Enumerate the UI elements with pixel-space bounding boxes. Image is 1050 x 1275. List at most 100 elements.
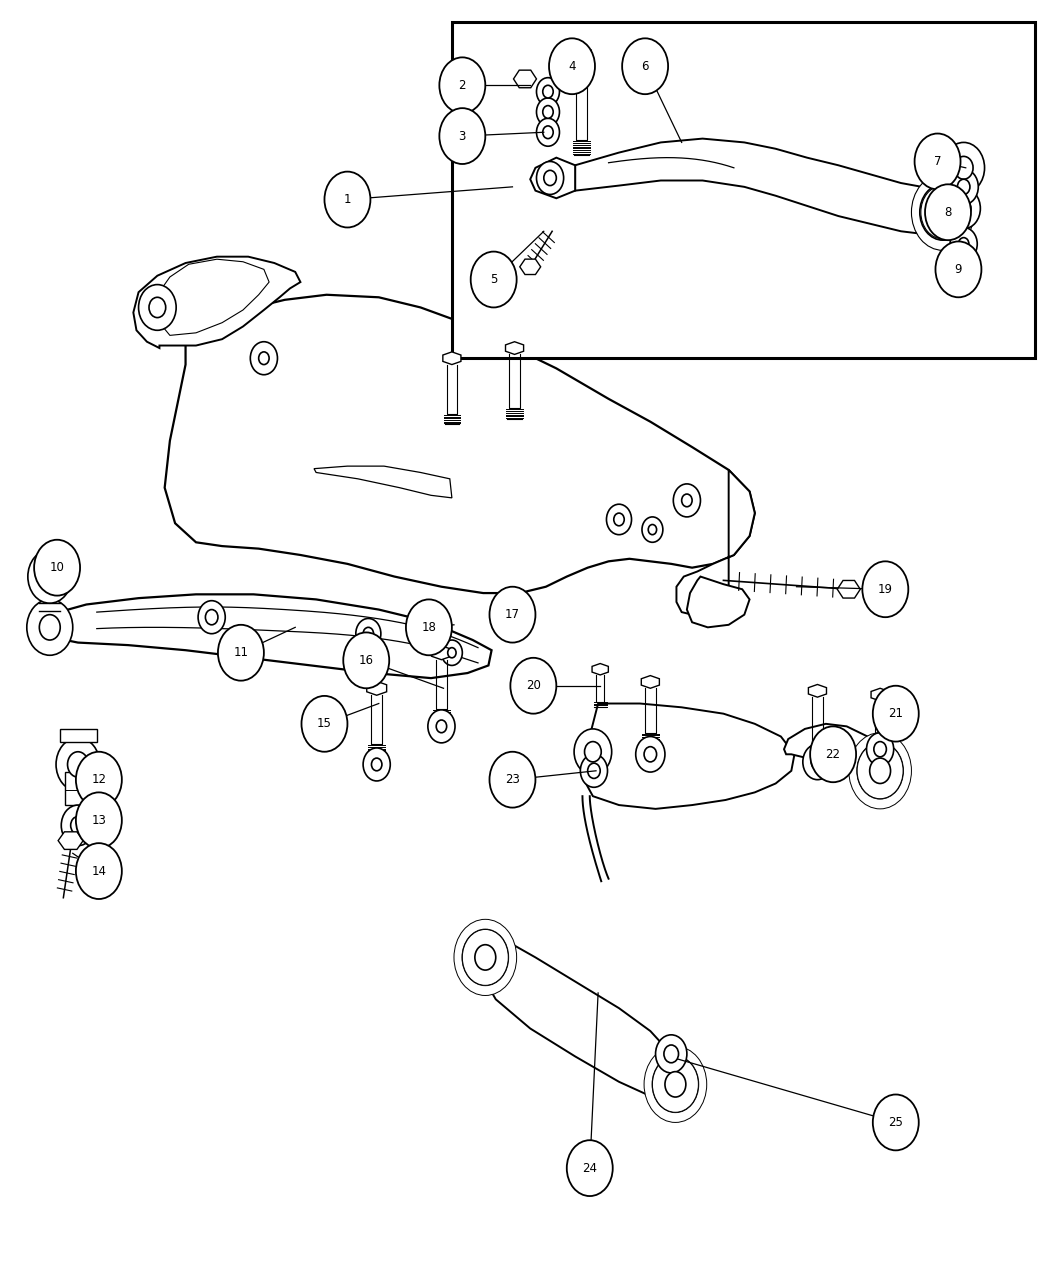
Circle shape: [363, 627, 374, 640]
Circle shape: [470, 251, 517, 307]
Text: 16: 16: [359, 654, 374, 667]
Text: 18: 18: [421, 621, 437, 634]
Polygon shape: [583, 704, 795, 808]
Circle shape: [28, 550, 71, 603]
Circle shape: [76, 752, 122, 807]
Circle shape: [56, 738, 100, 790]
Circle shape: [866, 733, 894, 766]
Circle shape: [958, 180, 970, 195]
Circle shape: [585, 742, 602, 762]
Circle shape: [949, 170, 979, 204]
Polygon shape: [950, 261, 978, 282]
Circle shape: [356, 618, 381, 649]
Polygon shape: [505, 342, 524, 354]
Circle shape: [623, 38, 668, 94]
Circle shape: [874, 742, 886, 757]
Circle shape: [607, 504, 631, 534]
Polygon shape: [366, 681, 386, 695]
Circle shape: [803, 745, 832, 780]
Circle shape: [644, 1047, 707, 1122]
FancyBboxPatch shape: [65, 773, 90, 805]
Polygon shape: [58, 831, 83, 849]
Circle shape: [581, 755, 608, 787]
Circle shape: [950, 227, 978, 260]
Circle shape: [943, 143, 985, 194]
Circle shape: [372, 759, 382, 771]
Text: 4: 4: [568, 60, 575, 73]
Text: 2: 2: [459, 79, 466, 92]
Circle shape: [642, 516, 663, 542]
Polygon shape: [808, 685, 826, 697]
Polygon shape: [837, 580, 860, 598]
Circle shape: [665, 1072, 686, 1096]
Circle shape: [427, 710, 455, 743]
Text: 23: 23: [505, 773, 520, 787]
Circle shape: [959, 237, 969, 250]
Text: 14: 14: [91, 864, 106, 877]
Circle shape: [510, 658, 556, 714]
Circle shape: [588, 764, 601, 779]
Circle shape: [921, 186, 965, 238]
Circle shape: [857, 743, 903, 798]
Circle shape: [475, 945, 496, 970]
Circle shape: [544, 171, 556, 186]
Text: 24: 24: [583, 1162, 597, 1174]
Text: 10: 10: [49, 561, 64, 574]
Circle shape: [76, 843, 122, 899]
Circle shape: [324, 172, 371, 227]
Circle shape: [811, 727, 856, 783]
Polygon shape: [530, 158, 575, 199]
Text: 9: 9: [954, 263, 962, 275]
Polygon shape: [513, 70, 537, 88]
Text: 20: 20: [526, 680, 541, 692]
Circle shape: [915, 134, 961, 190]
Text: 15: 15: [317, 718, 332, 731]
Polygon shape: [872, 688, 889, 701]
Polygon shape: [314, 467, 452, 497]
Circle shape: [27, 599, 72, 655]
Polygon shape: [432, 645, 452, 659]
Circle shape: [635, 737, 665, 773]
Circle shape: [454, 919, 517, 996]
Circle shape: [439, 57, 485, 113]
Circle shape: [70, 816, 85, 834]
Polygon shape: [133, 256, 300, 348]
Circle shape: [873, 1094, 919, 1150]
Circle shape: [652, 1057, 698, 1112]
Circle shape: [911, 175, 974, 250]
Circle shape: [925, 185, 971, 240]
Circle shape: [489, 752, 536, 807]
Circle shape: [139, 284, 176, 330]
Circle shape: [574, 729, 612, 775]
Circle shape: [947, 189, 981, 228]
Circle shape: [250, 342, 277, 375]
Circle shape: [537, 78, 560, 106]
Circle shape: [543, 126, 553, 139]
Circle shape: [664, 1046, 678, 1063]
Polygon shape: [165, 295, 755, 593]
Circle shape: [549, 38, 595, 94]
Circle shape: [462, 929, 508, 986]
Circle shape: [537, 98, 560, 126]
Circle shape: [543, 106, 553, 119]
Text: 3: 3: [459, 130, 466, 143]
Text: 21: 21: [888, 708, 903, 720]
Text: 17: 17: [505, 608, 520, 621]
Polygon shape: [443, 352, 461, 365]
Circle shape: [149, 297, 166, 317]
Circle shape: [932, 200, 953, 224]
Circle shape: [648, 524, 656, 534]
Circle shape: [862, 561, 908, 617]
Circle shape: [301, 696, 348, 752]
Circle shape: [812, 755, 823, 770]
Circle shape: [954, 157, 973, 180]
Circle shape: [848, 733, 911, 808]
Text: 12: 12: [91, 773, 106, 787]
Polygon shape: [571, 47, 591, 60]
Text: 19: 19: [878, 583, 892, 595]
Circle shape: [652, 1057, 698, 1112]
Circle shape: [673, 484, 700, 516]
Circle shape: [67, 752, 88, 778]
Circle shape: [681, 493, 692, 506]
Polygon shape: [60, 729, 97, 742]
